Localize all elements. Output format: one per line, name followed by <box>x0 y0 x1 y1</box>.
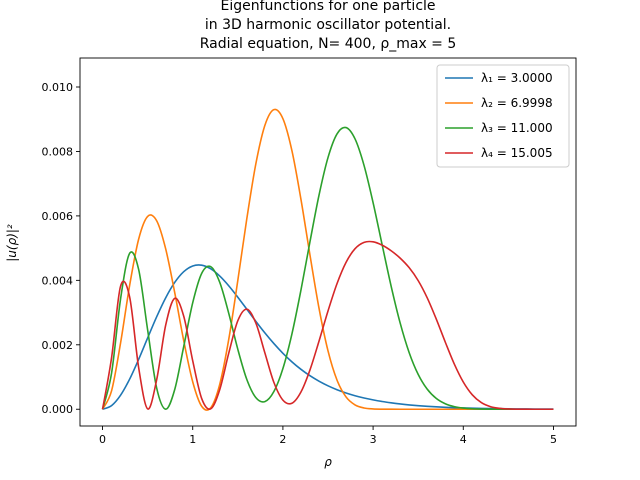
y-axis-ticks: 0.000 0.002 0.004 0.006 0.008 0.010 <box>42 81 80 416</box>
y-tick-label: 0.004 <box>42 274 74 287</box>
y-tick-label: 0.006 <box>42 210 74 223</box>
x-tick-label: 3 <box>370 433 377 446</box>
title-line-1: Eigenfunctions for one particle <box>220 0 435 14</box>
chart-title: Eigenfunctions for one particle in 3D har… <box>200 0 457 52</box>
x-axis-label: ρ <box>324 455 332 469</box>
legend-box <box>436 64 570 168</box>
y-tick-label: 0.010 <box>42 81 74 94</box>
y-tick-label: 0.000 <box>42 403 74 416</box>
y-tick-label: 0.008 <box>42 145 74 158</box>
legend-entry: λ₁ = 3.0000 <box>481 71 553 85</box>
y-tick-label: 0.002 <box>42 339 74 352</box>
plot-area <box>79 57 577 427</box>
axes-frame <box>79 57 577 427</box>
x-tick-label: 0 <box>99 433 106 446</box>
title-line-2: in 3D harmonic oscillator potential. <box>205 17 451 33</box>
legend-entry: λ₄ = 15.005 <box>481 146 553 160</box>
x-tick-label: 2 <box>279 433 286 446</box>
legend-entry: λ₂ = 6.9998 <box>481 96 553 110</box>
legend-entry: λ₃ = 11.000 <box>481 121 553 135</box>
series-line-4 <box>101 240 554 411</box>
title-line-3: Radial equation, N= 400, ρ_max = 5 <box>200 36 457 52</box>
y-axis-label: |u(ρ)|² <box>5 224 19 262</box>
legend: λ₁ = 3.0000 λ₂ = 6.9998 λ₃ = 11.000 λ₄ = 15… <box>436 64 570 168</box>
x-tick-label: 1 <box>189 433 196 446</box>
series-line-3 <box>101 126 554 411</box>
x-axis-ticks: 0 1 2 3 4 5 <box>99 426 557 446</box>
series-line-1 <box>102 264 554 410</box>
x-tick-label: 5 <box>550 433 557 446</box>
x-tick-label: 4 <box>460 433 467 446</box>
